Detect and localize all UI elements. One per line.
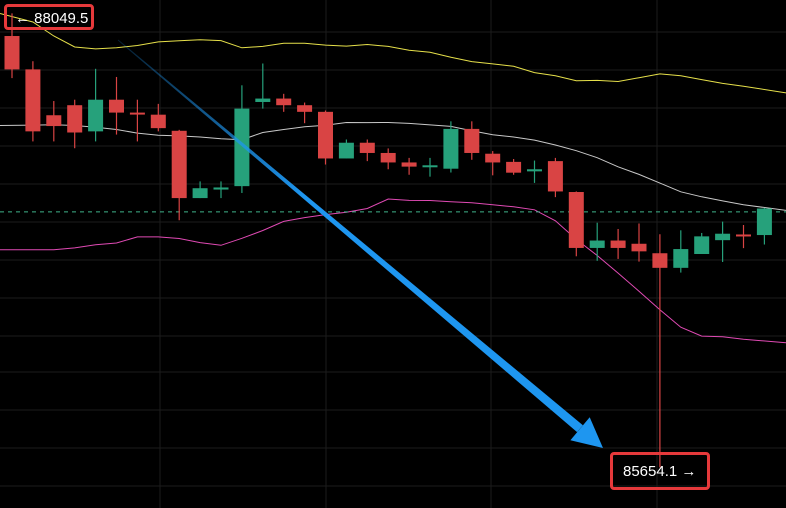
upper-band-line — [0, 13, 786, 94]
candle-body — [234, 108, 250, 187]
candle-up — [192, 181, 208, 199]
candle-body — [255, 98, 271, 102]
candle-body — [4, 36, 20, 70]
candle-up — [589, 222, 605, 261]
low-price-label: 85654.1 → — [610, 452, 710, 490]
candle-body — [736, 234, 751, 237]
candle-up — [527, 160, 542, 183]
candle-down — [736, 224, 751, 249]
lower-band-line — [0, 198, 786, 344]
candle-body — [694, 236, 710, 254]
candle-down — [610, 228, 626, 259]
candle-body — [88, 99, 104, 132]
candle-body — [46, 115, 62, 127]
candle-body — [380, 152, 396, 163]
candle-body — [652, 253, 668, 268]
candle-body — [506, 161, 522, 173]
candle-up — [443, 121, 459, 173]
candle-body — [527, 169, 542, 172]
candle-up — [694, 232, 710, 254]
trend-arrow — [117, 39, 603, 448]
candle-body — [610, 240, 626, 248]
candle-down — [485, 151, 501, 176]
candle-up — [213, 181, 229, 199]
candle-body — [464, 128, 480, 153]
candle-up — [255, 63, 271, 109]
middle-band-line — [0, 121, 786, 211]
candle-body — [359, 142, 375, 153]
candle-up — [715, 221, 731, 262]
candle-down — [506, 159, 522, 175]
candle-down — [109, 76, 124, 135]
candle-up — [673, 230, 689, 273]
candle-down — [276, 93, 292, 112]
candle-body — [547, 161, 563, 192]
candle-body — [673, 249, 689, 268]
candle-down — [46, 101, 62, 142]
arrow-head — [570, 417, 603, 448]
candle-up — [756, 207, 772, 245]
candle-down — [318, 110, 333, 165]
candle-body — [338, 142, 354, 159]
high-price-label: ← 88049.5 — [4, 4, 94, 30]
candle-body — [401, 162, 417, 167]
candle-down — [171, 129, 187, 221]
candle-body — [171, 130, 187, 199]
candle-body — [25, 69, 41, 132]
candle-down — [129, 99, 145, 142]
candle-down — [359, 139, 375, 162]
candle-up — [234, 85, 250, 193]
candles — [4, 13, 772, 468]
candle-down — [25, 61, 41, 142]
candle-body — [568, 192, 584, 248]
candle-down — [568, 191, 584, 257]
candle-body — [192, 188, 208, 199]
candle-body — [589, 240, 605, 248]
candle-body — [150, 114, 166, 129]
candle-down — [652, 234, 668, 468]
candle-up — [88, 68, 104, 142]
candle-body — [318, 111, 333, 159]
candle-down — [631, 223, 647, 262]
candle-body — [297, 105, 313, 112]
candle-body — [485, 153, 501, 163]
candle-body — [443, 128, 459, 169]
candle-body — [715, 233, 731, 241]
candle-up — [422, 157, 438, 177]
candle-body — [422, 165, 438, 168]
candle-body — [109, 99, 124, 113]
candle-down — [67, 99, 83, 149]
arrow-shaft — [117, 39, 583, 433]
candle-down — [150, 103, 166, 132]
candle-down — [380, 148, 396, 170]
candle-down — [401, 157, 417, 175]
bollinger-bands — [0, 13, 786, 344]
candle-down — [464, 121, 480, 160]
candle-body — [129, 112, 145, 115]
candle-down — [547, 157, 563, 198]
candle-body — [631, 243, 647, 252]
candle-up — [338, 139, 354, 159]
candle-down — [297, 102, 313, 124]
candle-body — [67, 105, 83, 133]
candle-body — [756, 208, 772, 236]
candle-down — [4, 13, 20, 79]
candle-body — [276, 98, 292, 106]
candle-body — [213, 187, 229, 190]
